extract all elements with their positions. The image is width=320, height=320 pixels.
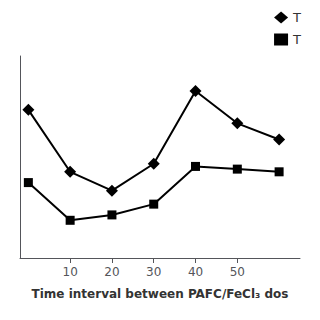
svg-text:40: 40 [188,265,203,279]
svg-text:10: 10 [63,265,78,279]
svg-text:Time interval between PAFC/FeC: Time interval between PAFC/FeCl₃ dos [32,287,289,301]
svg-text:50: 50 [230,265,245,279]
svg-text:T: T [292,32,301,47]
svg-text:30: 30 [146,265,161,279]
svg-text:T: T [292,10,301,25]
svg-text:20: 20 [104,265,119,279]
